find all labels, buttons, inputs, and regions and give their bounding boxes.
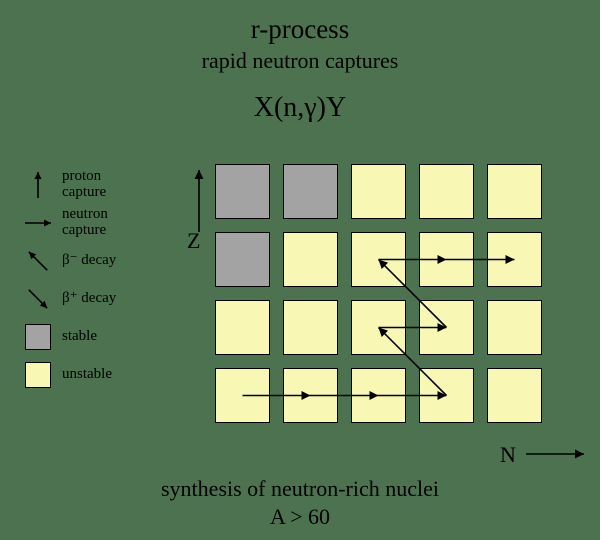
grid-cell bbox=[215, 164, 270, 219]
legend-item: proton capture bbox=[20, 168, 170, 202]
legend-label: unstable bbox=[62, 367, 112, 383]
legend-label: stable bbox=[62, 329, 97, 345]
grid-cell bbox=[351, 368, 406, 423]
grid-cell bbox=[215, 232, 270, 287]
grid-cell bbox=[283, 300, 338, 355]
legend-item: neutron capture bbox=[20, 206, 170, 240]
legend-label: neutron capture bbox=[62, 207, 108, 239]
reaction-formula: X(n,γ)Y bbox=[0, 92, 600, 124]
title-sub: rapid neutron captures bbox=[0, 48, 600, 74]
axis-n-label: N bbox=[500, 442, 516, 468]
legend-label: proton capture bbox=[62, 169, 106, 201]
grid-cell bbox=[419, 232, 474, 287]
legend-label: β⁺ decay bbox=[62, 291, 116, 307]
legend: proton capture neutron capture β⁻ decay β⁺ … bbox=[20, 168, 170, 396]
grid-cell bbox=[487, 300, 542, 355]
legend-item: β⁺ decay bbox=[20, 282, 170, 316]
grid-cell bbox=[351, 300, 406, 355]
grid-area bbox=[215, 164, 555, 436]
grid-cell bbox=[215, 368, 270, 423]
grid-cell bbox=[419, 300, 474, 355]
legend-label: β⁻ decay bbox=[62, 253, 116, 269]
legend-swatch-icon bbox=[20, 360, 56, 390]
grid-cell bbox=[487, 368, 542, 423]
grid-cell bbox=[487, 232, 542, 287]
legend-swatch-icon bbox=[20, 322, 56, 352]
grid-cell bbox=[351, 164, 406, 219]
grid-cell bbox=[283, 368, 338, 423]
grid-cell bbox=[283, 164, 338, 219]
legend-arrow-icon bbox=[20, 246, 56, 276]
legend-item: stable bbox=[20, 320, 170, 354]
grid-cell bbox=[419, 164, 474, 219]
title-main: r-process bbox=[0, 14, 600, 45]
legend-arrow-icon bbox=[20, 170, 56, 200]
caption-line2: A > 60 bbox=[0, 504, 600, 530]
caption-line1: synthesis of neutron-rich nuclei bbox=[0, 476, 600, 502]
grid-cell bbox=[283, 232, 338, 287]
grid-cell bbox=[487, 164, 542, 219]
legend-arrow-icon bbox=[20, 208, 56, 238]
legend-item: unstable bbox=[20, 358, 170, 392]
grid-cell bbox=[351, 232, 406, 287]
grid-cell bbox=[215, 300, 270, 355]
legend-arrow-icon bbox=[20, 284, 56, 314]
legend-item: β⁻ decay bbox=[20, 244, 170, 278]
axis-z-label: Z bbox=[187, 228, 200, 254]
grid-cell bbox=[419, 368, 474, 423]
